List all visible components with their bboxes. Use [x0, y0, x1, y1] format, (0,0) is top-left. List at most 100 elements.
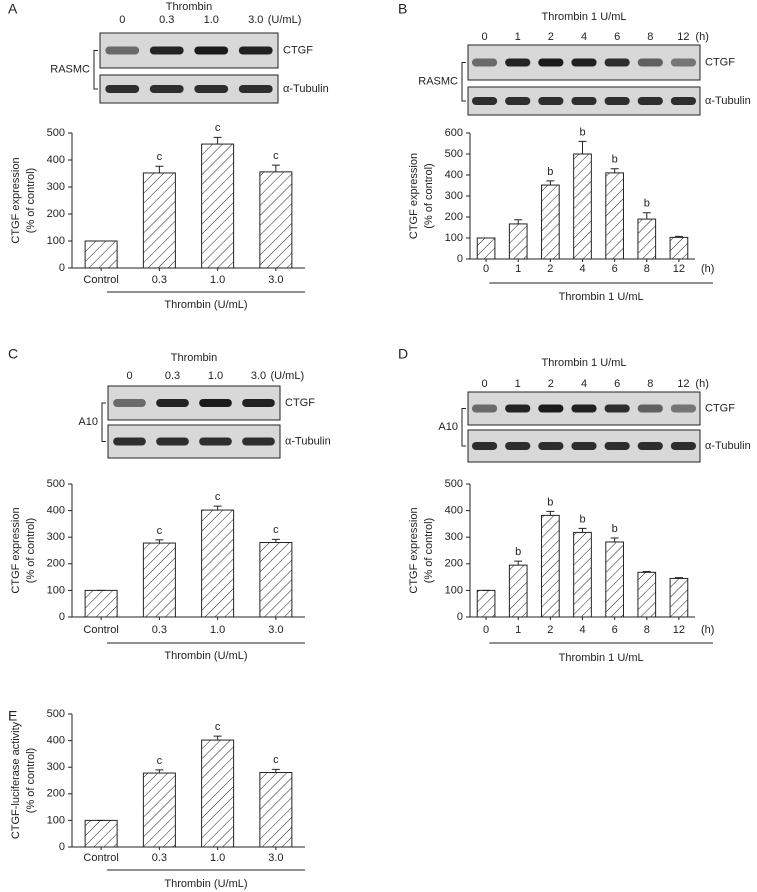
significance-label: b	[612, 523, 618, 535]
error-bar	[546, 180, 555, 186]
x-tick-label: Control	[83, 624, 118, 636]
blot-band	[538, 404, 564, 413]
error-bar	[155, 165, 164, 173]
blot-band	[471, 404, 498, 413]
y-axis-label: CTGF-luciferase activity	[10, 721, 22, 839]
blot-band	[538, 58, 564, 67]
y-tick-label: 100	[445, 584, 463, 596]
y-tick-label: 200	[445, 558, 463, 570]
bar	[84, 819, 118, 848]
blot-band	[637, 404, 663, 413]
blot-band	[238, 85, 273, 93]
y-tick-label: 100	[445, 232, 463, 244]
significance-label: b	[579, 126, 585, 138]
x-axis-label: Thrombin (U/mL)	[164, 299, 247, 311]
lane-label: 8	[647, 31, 653, 43]
lane-label: 1.0	[204, 14, 219, 26]
error-bar	[578, 140, 587, 154]
significance-label: c	[215, 122, 221, 134]
blot-band	[604, 404, 630, 413]
blot-band	[505, 404, 531, 413]
band-label: α-Tubulin	[285, 435, 331, 447]
error-bar	[155, 539, 164, 544]
bar	[508, 223, 528, 260]
significance-label: c	[215, 491, 221, 503]
blot-band	[670, 97, 697, 105]
lane-label: 3.0	[248, 14, 263, 26]
bracket	[461, 62, 466, 102]
blot-band	[199, 399, 232, 407]
bar	[605, 172, 624, 260]
significance-label: b	[579, 513, 585, 525]
x-axis-label: Thrombin (U/mL)	[164, 650, 247, 662]
y-axis-label: (% of control)	[25, 748, 37, 813]
bar	[201, 509, 235, 618]
bar	[508, 564, 528, 618]
bar	[541, 184, 560, 260]
error-bar	[271, 164, 280, 172]
lane-label: 12	[677, 378, 689, 390]
y-tick-label: 400	[445, 169, 463, 181]
blot-band	[604, 58, 630, 67]
blot-band	[105, 85, 140, 93]
blot-band	[113, 399, 146, 407]
y-tick-label: 0	[59, 841, 65, 853]
blot-band	[538, 442, 564, 450]
panel-label: B	[398, 1, 407, 17]
blot-band	[199, 437, 232, 446]
x-tick-label: 6	[612, 624, 618, 636]
lane-label: 0.3	[159, 14, 174, 26]
y-tick-label: 500	[47, 127, 65, 139]
bar	[84, 240, 118, 269]
y-tick-label: 400	[47, 735, 65, 747]
band-label: α-Tubulin	[283, 83, 329, 95]
band-label: CTGF	[283, 44, 313, 56]
y-tick-label: 0	[457, 611, 463, 623]
band-label: CTGF	[705, 402, 735, 414]
bar	[142, 172, 176, 269]
lane-unit: (U/mL)	[268, 14, 302, 26]
y-tick-label: 300	[47, 761, 65, 773]
blot-band	[149, 46, 184, 55]
bracket	[93, 50, 98, 90]
error-bar	[514, 219, 523, 224]
cell-label: A10	[78, 416, 98, 428]
y-axis-label: (% of control)	[423, 518, 435, 583]
y-tick-label: 300	[47, 181, 65, 193]
blot-band	[637, 58, 663, 67]
x-tick-label: 1	[515, 263, 521, 275]
blot-band	[156, 437, 189, 446]
blot-band	[105, 46, 140, 55]
y-tick-label: 400	[445, 505, 463, 517]
significance-label: b	[515, 546, 521, 558]
y-tick-label: 0	[59, 611, 65, 623]
lane-label: 2	[548, 378, 554, 390]
significance-label: b	[547, 496, 553, 508]
significance-label: c	[273, 754, 279, 766]
x-unit: (h)	[701, 263, 714, 275]
lane-label: 12	[677, 31, 689, 43]
lane-unit: (h)	[695, 31, 708, 43]
significance-label: b	[547, 166, 553, 178]
lane-label: 6	[614, 378, 620, 390]
bar	[201, 143, 235, 269]
lane-label: 1.0	[208, 370, 223, 382]
x-tick-label: 4	[579, 263, 585, 275]
panel-label: C	[8, 346, 18, 362]
x-unit: (h)	[701, 624, 714, 636]
error-bar	[271, 768, 280, 773]
error-bar	[213, 735, 222, 741]
blot-band	[571, 404, 597, 413]
blot-band	[113, 437, 146, 446]
x-tick-label: 3.0	[268, 852, 283, 864]
x-axis-label: Thrombin 1 U/mL	[559, 652, 644, 664]
significance-label: c	[157, 525, 163, 537]
x-tick-label: 0.3	[152, 274, 167, 286]
blot-band	[670, 442, 697, 450]
x-tick-label: 1.0	[210, 274, 225, 286]
x-tick-label: 8	[644, 624, 650, 636]
y-tick-label: 300	[445, 190, 463, 202]
y-tick-label: 600	[445, 127, 463, 139]
lane-label: 6	[614, 31, 620, 43]
bracket	[101, 402, 106, 442]
